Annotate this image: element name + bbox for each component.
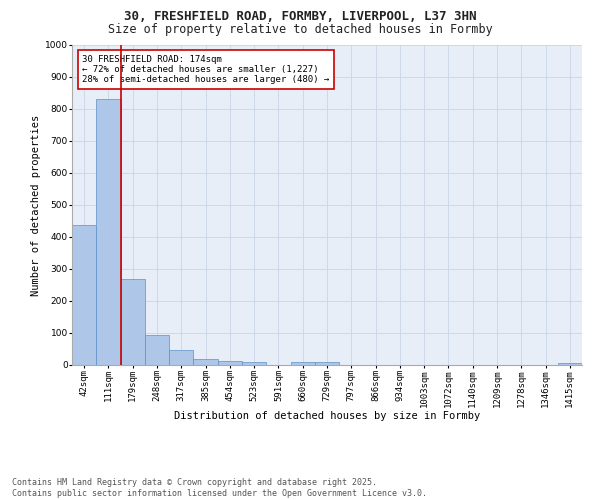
Text: Contains HM Land Registry data © Crown copyright and database right 2025.
Contai: Contains HM Land Registry data © Crown c… xyxy=(12,478,427,498)
Bar xyxy=(315,362,339,365)
Text: Size of property relative to detached houses in Formby: Size of property relative to detached ho… xyxy=(107,22,493,36)
Bar xyxy=(145,334,169,365)
Bar xyxy=(72,225,96,365)
Bar xyxy=(121,278,145,365)
Text: 30 FRESHFIELD ROAD: 174sqm
← 72% of detached houses are smaller (1,227)
28% of s: 30 FRESHFIELD ROAD: 174sqm ← 72% of deta… xyxy=(82,54,329,84)
Bar xyxy=(290,362,315,365)
Bar xyxy=(169,350,193,365)
Text: 30, FRESHFIELD ROAD, FORMBY, LIVERPOOL, L37 3HN: 30, FRESHFIELD ROAD, FORMBY, LIVERPOOL, … xyxy=(124,10,476,23)
Y-axis label: Number of detached properties: Number of detached properties xyxy=(31,114,41,296)
Bar xyxy=(193,358,218,365)
Bar xyxy=(242,362,266,365)
X-axis label: Distribution of detached houses by size in Formby: Distribution of detached houses by size … xyxy=(174,411,480,421)
Bar xyxy=(96,100,121,365)
Bar xyxy=(218,361,242,365)
Bar xyxy=(558,363,582,365)
